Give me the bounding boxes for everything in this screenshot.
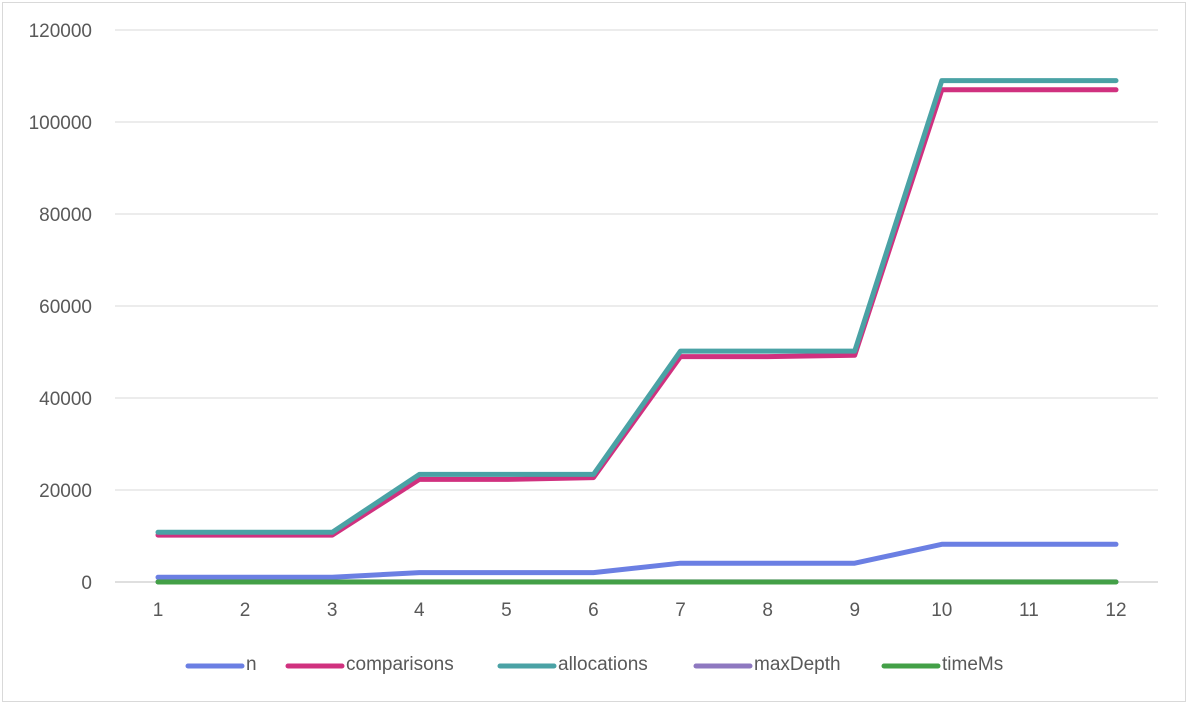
- x-tick-label: 5: [501, 600, 512, 621]
- x-tick-label: 9: [849, 600, 860, 621]
- x-tick-label: 11: [1019, 600, 1039, 621]
- legend: n comparisons allocations maxDepth timeMs: [185, 654, 1003, 675]
- x-tick-label: 8: [762, 600, 773, 621]
- y-tick-label: 20000: [39, 481, 92, 502]
- series-line-n: [155, 541, 1119, 580]
- x-tick-label: 2: [240, 600, 251, 621]
- y-tick-label: 0: [81, 573, 92, 594]
- legend-label: allocations: [558, 654, 648, 675]
- y-tick-label: 80000: [39, 205, 92, 226]
- y-tick-label: 120000: [29, 21, 92, 42]
- y-tick-label: 60000: [39, 297, 92, 318]
- y-tick-label: 40000: [39, 389, 92, 410]
- legend-label: maxDepth: [754, 654, 841, 675]
- series-line-comparisons: [155, 87, 1119, 538]
- x-tick-label: 7: [675, 600, 686, 621]
- legend-label: timeMs: [942, 654, 1003, 675]
- y-tick-label: 100000: [29, 113, 92, 134]
- gridlines: [115, 29, 1158, 583]
- x-tick-label: 12: [1105, 600, 1126, 621]
- x-tick-label: 1: [153, 600, 164, 621]
- series-lines: [155, 78, 1119, 585]
- x-axis-tick-labels: 1 2 3 4 5 6 7 8 9 10 11 12: [153, 600, 1127, 621]
- legend-label: comparisons: [346, 654, 454, 675]
- x-tick-label: 6: [588, 600, 599, 621]
- y-axis-tick-labels: 0 20000 40000 60000 80000 100000 120000: [29, 21, 92, 594]
- x-tick-label: 10: [931, 600, 952, 621]
- x-tick-label: 3: [327, 600, 338, 621]
- series-line-allocations: [155, 78, 1119, 535]
- x-tick-label: 4: [414, 600, 425, 621]
- legend-label: n: [246, 654, 257, 675]
